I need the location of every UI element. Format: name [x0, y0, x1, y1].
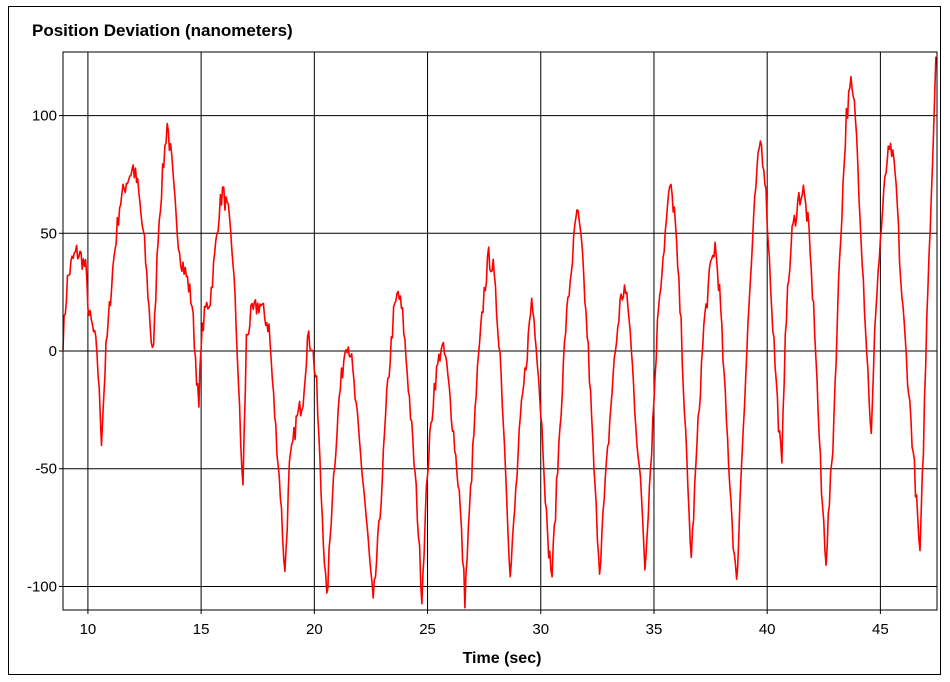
chart-frame: Position Deviation (nanometers) -100 -50 0…: [8, 6, 941, 675]
plot-area-border: [62, 51, 938, 611]
x-tick-label: 35: [646, 621, 663, 638]
y-tick-label: -50: [35, 461, 57, 478]
y-tick-label: 50: [40, 225, 57, 242]
y-tick-label: 0: [49, 343, 57, 360]
y-axis-ticks: -100 -50 0 50 100: [27, 108, 63, 595]
y-tick-label: -100: [27, 578, 57, 595]
chart-title: Position Deviation (nanometers): [32, 21, 293, 40]
y-tick-label: 100: [32, 108, 57, 125]
x-tick-label: 25: [419, 621, 436, 638]
x-axis-label: Time (sec): [463, 650, 542, 667]
x-tick-label: 40: [759, 621, 776, 638]
series-line: [62, 56, 937, 609]
x-tick-label: 15: [193, 621, 210, 638]
x-tick-label: 45: [872, 621, 889, 638]
x-tick-label: 30: [532, 621, 549, 638]
x-tick-label: 10: [80, 621, 97, 638]
line-chart: Position Deviation (nanometers) -100 -50 0…: [27, 21, 938, 667]
x-axis-ticks: 10 15 20 25 30 35 40 45: [80, 610, 889, 638]
data-layer: [62, 56, 937, 609]
grid-lines: [63, 52, 937, 610]
x-tick-label: 20: [306, 621, 323, 638]
